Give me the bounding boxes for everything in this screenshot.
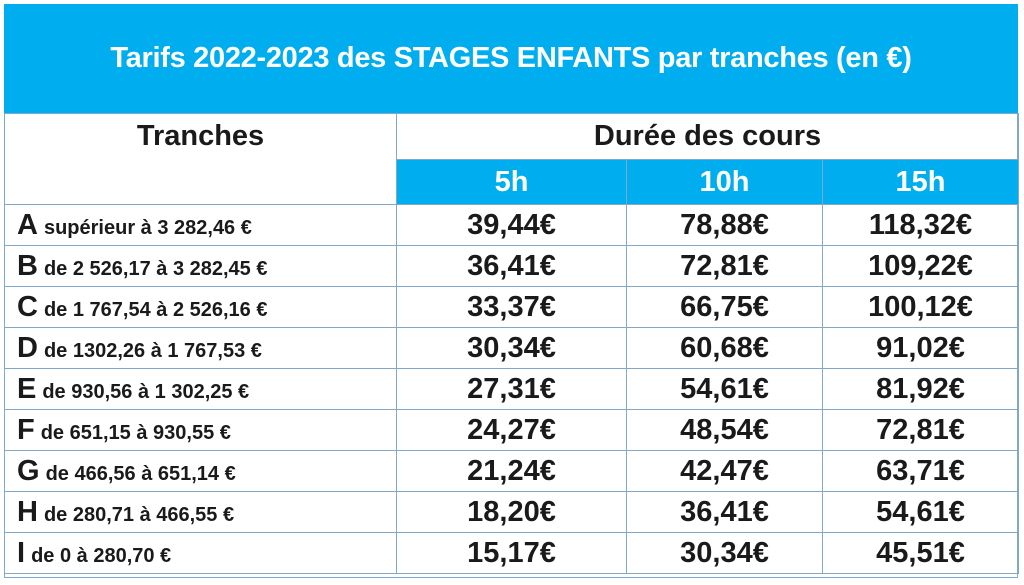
price-cell-5h: 18,20€ bbox=[396, 491, 627, 533]
tranche-letter: G bbox=[17, 454, 40, 487]
tranche-range: de 930,56 à 1 302,25 € bbox=[42, 380, 250, 403]
price-cell-15h: 91,02€ bbox=[821, 327, 1020, 369]
price-cell-10h: 36,41€ bbox=[626, 491, 823, 533]
price-cell-10h: 30,34€ bbox=[626, 532, 823, 574]
price-cell-15h: 100,12€ bbox=[821, 286, 1020, 328]
tranche-range: supérieur à 3 282,46 € bbox=[43, 216, 252, 239]
price-cell-15h: 118,32€ bbox=[821, 204, 1020, 246]
price-cell-10h: 66,75€ bbox=[626, 286, 823, 328]
tranche-range: de 280,71 à 466,55 € bbox=[43, 503, 235, 526]
price-cell-5h: 27,31€ bbox=[396, 368, 627, 410]
duree-header: Durée des cours bbox=[395, 113, 1020, 160]
tranche-letter: I bbox=[17, 536, 26, 569]
price-cell-5h: 33,37€ bbox=[396, 286, 627, 328]
tranche-range: de 1302,26 à 1 767,53 € bbox=[43, 339, 262, 362]
header-row-2: 5h 10h 15h bbox=[4, 159, 1020, 205]
tranche-range: de 2 526,17 à 3 282,45 € bbox=[43, 257, 268, 280]
tranche-range: de 1 767,54 à 2 526,16 € bbox=[43, 298, 268, 321]
tranche-range: de 651,15 à 930,55 € bbox=[40, 421, 231, 444]
header-row-1: Tranches Durée des cours bbox=[4, 113, 1020, 160]
page-title: Tarifs 2022-2023 des STAGES ENFANTS par … bbox=[110, 42, 912, 74]
price-cell-15h: 72,81€ bbox=[821, 409, 1020, 451]
price-cell-5h: 21,24€ bbox=[396, 450, 627, 492]
price-cell-15h: 54,61€ bbox=[821, 491, 1020, 533]
duration-header-5h: 5h bbox=[396, 159, 627, 205]
price-cell-5h: 39,44€ bbox=[396, 204, 627, 246]
price-cell-5h: 36,41€ bbox=[396, 245, 627, 287]
price-cell-15h: 81,92€ bbox=[821, 368, 1020, 410]
price-cell-10h: 42,47€ bbox=[626, 450, 823, 492]
duration-header-10h: 10h bbox=[626, 159, 823, 205]
price-cell-15h: 109,22€ bbox=[821, 245, 1020, 287]
tranche-letter: E bbox=[17, 372, 37, 405]
tranche-letter: F bbox=[17, 413, 35, 446]
tranche-range: de 466,56 à 651,14 € bbox=[45, 462, 236, 485]
duration-header-15h: 15h bbox=[821, 159, 1020, 205]
price-cell-10h: 54,61€ bbox=[626, 368, 823, 410]
tranche-letter: A bbox=[17, 208, 38, 241]
price-cell-5h: 24,27€ bbox=[396, 409, 627, 451]
tranches-header: Tranches bbox=[4, 113, 397, 160]
price-cell-10h: 60,68€ bbox=[626, 327, 823, 369]
tranche-range: de 0 à 280,70 € bbox=[31, 544, 172, 567]
tranches-header-spacer bbox=[4, 159, 397, 205]
price-cell-15h: 63,71€ bbox=[821, 450, 1020, 492]
price-cell-10h: 48,54€ bbox=[626, 409, 823, 451]
price-cell-5h: 15,17€ bbox=[396, 532, 627, 574]
tranche-letter: D bbox=[17, 331, 38, 364]
tranche-letter: C bbox=[17, 290, 38, 323]
price-cell-10h: 72,81€ bbox=[626, 245, 823, 287]
price-cell-5h: 30,34€ bbox=[396, 327, 627, 369]
price-cell-10h: 78,88€ bbox=[626, 204, 823, 246]
title-bar: Tarifs 2022-2023 des STAGES ENFANTS par … bbox=[4, 4, 1018, 113]
price-cell-15h: 45,51€ bbox=[821, 532, 1020, 574]
tranche-letter: B bbox=[17, 249, 38, 282]
tranche-letter: H bbox=[17, 495, 38, 528]
